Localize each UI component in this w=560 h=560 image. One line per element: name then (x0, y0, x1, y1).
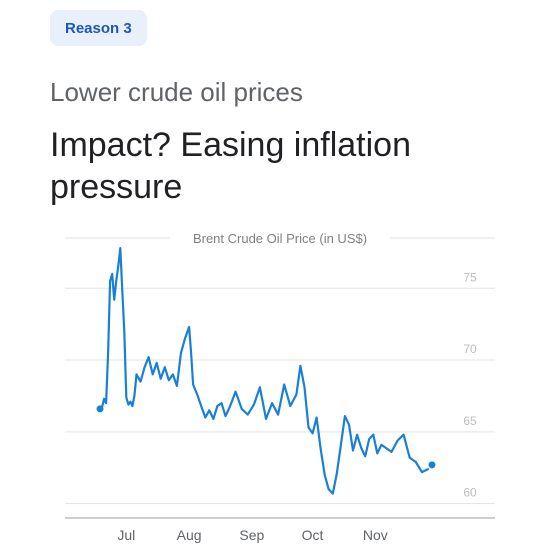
chart-title: Brent Crude Oil Price (in US$) (193, 231, 367, 246)
x-tick-label-nov: Nov (363, 527, 388, 543)
brent-price-chart: Brent Crude Oil Price (in US$) 60 65 70 75 Ju… (65, 231, 495, 543)
data-marker-1 (428, 461, 436, 469)
x-tick-label-aug: Aug (177, 527, 202, 543)
y-tick-label-70: 70 (463, 342, 477, 356)
y-tick-label-75: 75 (463, 270, 477, 284)
section-subtitle: Lower crude oil prices (50, 77, 303, 107)
x-tick-label-oct: Oct (302, 527, 324, 543)
data-marker-0 (96, 405, 104, 413)
y-tick-label-60: 60 (463, 486, 477, 500)
x-tick-label-sep: Sep (239, 527, 264, 543)
y-tick-label-65: 65 (463, 414, 477, 428)
series-line-0 (100, 247, 429, 495)
x-tick-label-jul: Jul (117, 527, 135, 543)
section-headline: Impact? Easing inflation pressure (50, 126, 411, 206)
reason-badge-label: Reason 3 (65, 19, 132, 37)
reason-badge: Reason 3 (50, 10, 147, 46)
